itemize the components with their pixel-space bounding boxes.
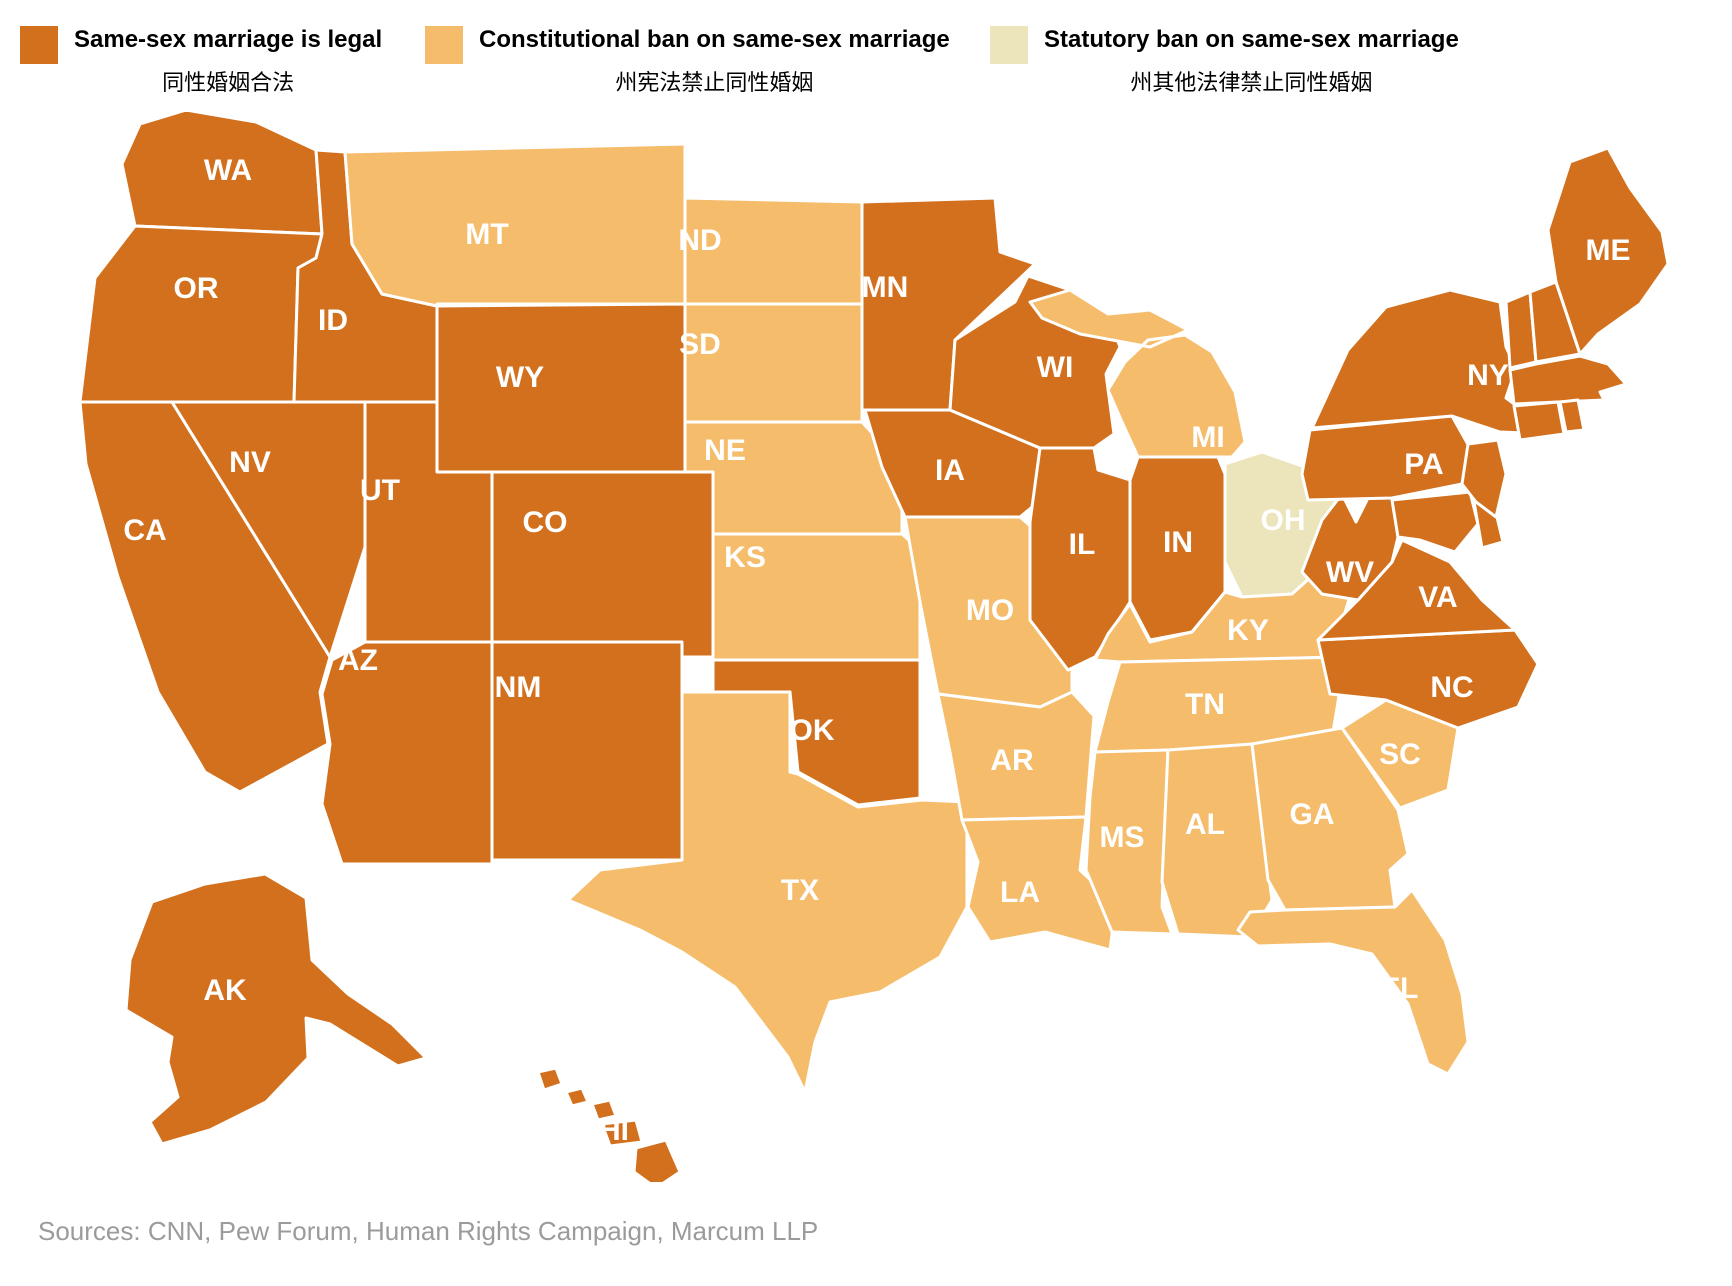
state-label-ut: UT: [360, 474, 400, 507]
state-label-or: OR: [174, 272, 219, 305]
state-label-nc: NC: [1430, 671, 1473, 704]
state-label-co: CO: [523, 506, 568, 539]
state-label-il: IL: [1069, 528, 1096, 561]
legend-text-constitutional-ban: Constitutional ban on same-sex marriage …: [479, 26, 950, 97]
state-label-mo: MO: [966, 594, 1014, 627]
state-sc: [1340, 698, 1460, 810]
state-label-ga: GA: [1290, 798, 1335, 831]
state-label-id: ID: [318, 304, 348, 337]
legend-text-statutory-ban: Statutory ban on same-sex marriage 州其他法律…: [1044, 26, 1459, 97]
state-or: [78, 224, 324, 404]
state-ar: [936, 690, 1096, 822]
state-label-wa: WA: [204, 154, 252, 187]
state-label-mt: MT: [465, 218, 508, 251]
state-label-sc: SC: [1379, 738, 1421, 771]
legend-label-statutory-ban-zh: 州其他法律禁止同性婚姻: [1130, 69, 1373, 95]
legend-item-constitutional-ban: Constitutional ban on same-sex marriage …: [425, 26, 950, 97]
legend-swatch-statutory-ban: [990, 26, 1028, 64]
state-label-az: AZ: [338, 644, 378, 677]
us-map-container: WA OR CA NV ID MT WY UT CO AZ NM ND SD N…: [0, 112, 1732, 1182]
state-label-wy: WY: [496, 361, 544, 394]
footer: Sources: CNN, Pew Forum, Human Rights Ca…: [0, 1182, 1732, 1286]
source-text: Sources: CNN, Pew Forum, Human Rights Ca…: [38, 1216, 819, 1246]
state-label-ok: OK: [790, 714, 835, 747]
state-label-in: IN: [1163, 526, 1193, 559]
state-label-la: LA: [1000, 876, 1040, 909]
state-label-me: ME: [1586, 234, 1631, 267]
legend-label-legal: Same-sex marriage is legal: [74, 26, 383, 53]
state-label-ca: CA: [123, 514, 166, 547]
state-label-sd: SD: [679, 328, 721, 361]
state-label-va: VA: [1418, 581, 1457, 614]
state-pa: [1300, 414, 1472, 502]
us-map: WA OR CA NV ID MT WY UT CO AZ NM ND SD N…: [78, 112, 1670, 1182]
state-ct: [1512, 400, 1566, 442]
legend-label-legal-zh: 同性婚姻合法: [162, 69, 295, 95]
state-label-ny: NY: [1467, 359, 1509, 392]
state-sd: [683, 302, 864, 424]
state-label-ks: KS: [724, 541, 766, 574]
legend-swatch-legal: [20, 26, 58, 64]
state-label-oh: OH: [1261, 504, 1306, 537]
state-label-hi: HI: [599, 1114, 629, 1147]
state-ri: [1558, 398, 1586, 434]
state-wy: [435, 302, 687, 474]
legend: Same-sex marriage is legal 同性婚姻合法 Consti…: [0, 0, 1732, 112]
legend-item-legal: Same-sex marriage is legal 同性婚姻合法: [20, 26, 382, 97]
legend-label-statutory-ban: Statutory ban on same-sex marriage: [1044, 26, 1459, 53]
state-label-tx: TX: [781, 874, 819, 907]
state-mi: [1028, 288, 1247, 459]
legend-label-constitutional-ban: Constitutional ban on same-sex marriage: [479, 26, 950, 53]
state-label-mi: MI: [1191, 421, 1224, 454]
state-label-pa: PA: [1404, 448, 1443, 481]
state-co: [490, 470, 715, 659]
state-ak: [124, 872, 428, 1146]
state-label-fl: FL: [1382, 972, 1419, 1005]
state-label-mn: MN: [862, 271, 909, 304]
state-nc: [1316, 628, 1540, 730]
state-label-nd: ND: [678, 224, 721, 257]
legend-item-statutory-ban: Statutory ban on same-sex marriage 州其他法律…: [990, 26, 1459, 97]
state-fl: [1236, 888, 1470, 1076]
state-label-ar: AR: [990, 744, 1034, 777]
legend-label-constitutional-ban-zh: 州宪法禁止同性婚姻: [615, 69, 814, 95]
state-label-ak: AK: [203, 974, 247, 1007]
state-label-al: AL: [1185, 808, 1225, 841]
state-tx: [566, 690, 969, 1094]
state-label-nm: NM: [495, 671, 542, 704]
states-layer: [78, 112, 1670, 1182]
state-label-nv: NV: [229, 446, 271, 479]
state-nj: [1460, 438, 1508, 519]
state-labels-layer: WA OR CA NV ID MT WY UT CO AZ NM ND SD N…: [123, 154, 1630, 1147]
state-label-wv: WV: [1326, 556, 1374, 589]
state-label-ms: MS: [1100, 821, 1145, 854]
legend-text-legal: Same-sex marriage is legal 同性婚姻合法: [74, 26, 382, 97]
state-label-ne: NE: [704, 434, 746, 467]
state-label-ia: IA: [935, 454, 965, 487]
state-label-ky: KY: [1227, 614, 1269, 647]
state-me: [1546, 146, 1670, 356]
legend-swatch-constitutional-ban: [425, 26, 463, 64]
state-label-wi: WI: [1037, 351, 1074, 384]
state-mt: [343, 142, 687, 308]
state-la: [960, 815, 1118, 952]
state-label-tn: TN: [1185, 688, 1225, 721]
state-hi: [536, 1066, 682, 1182]
